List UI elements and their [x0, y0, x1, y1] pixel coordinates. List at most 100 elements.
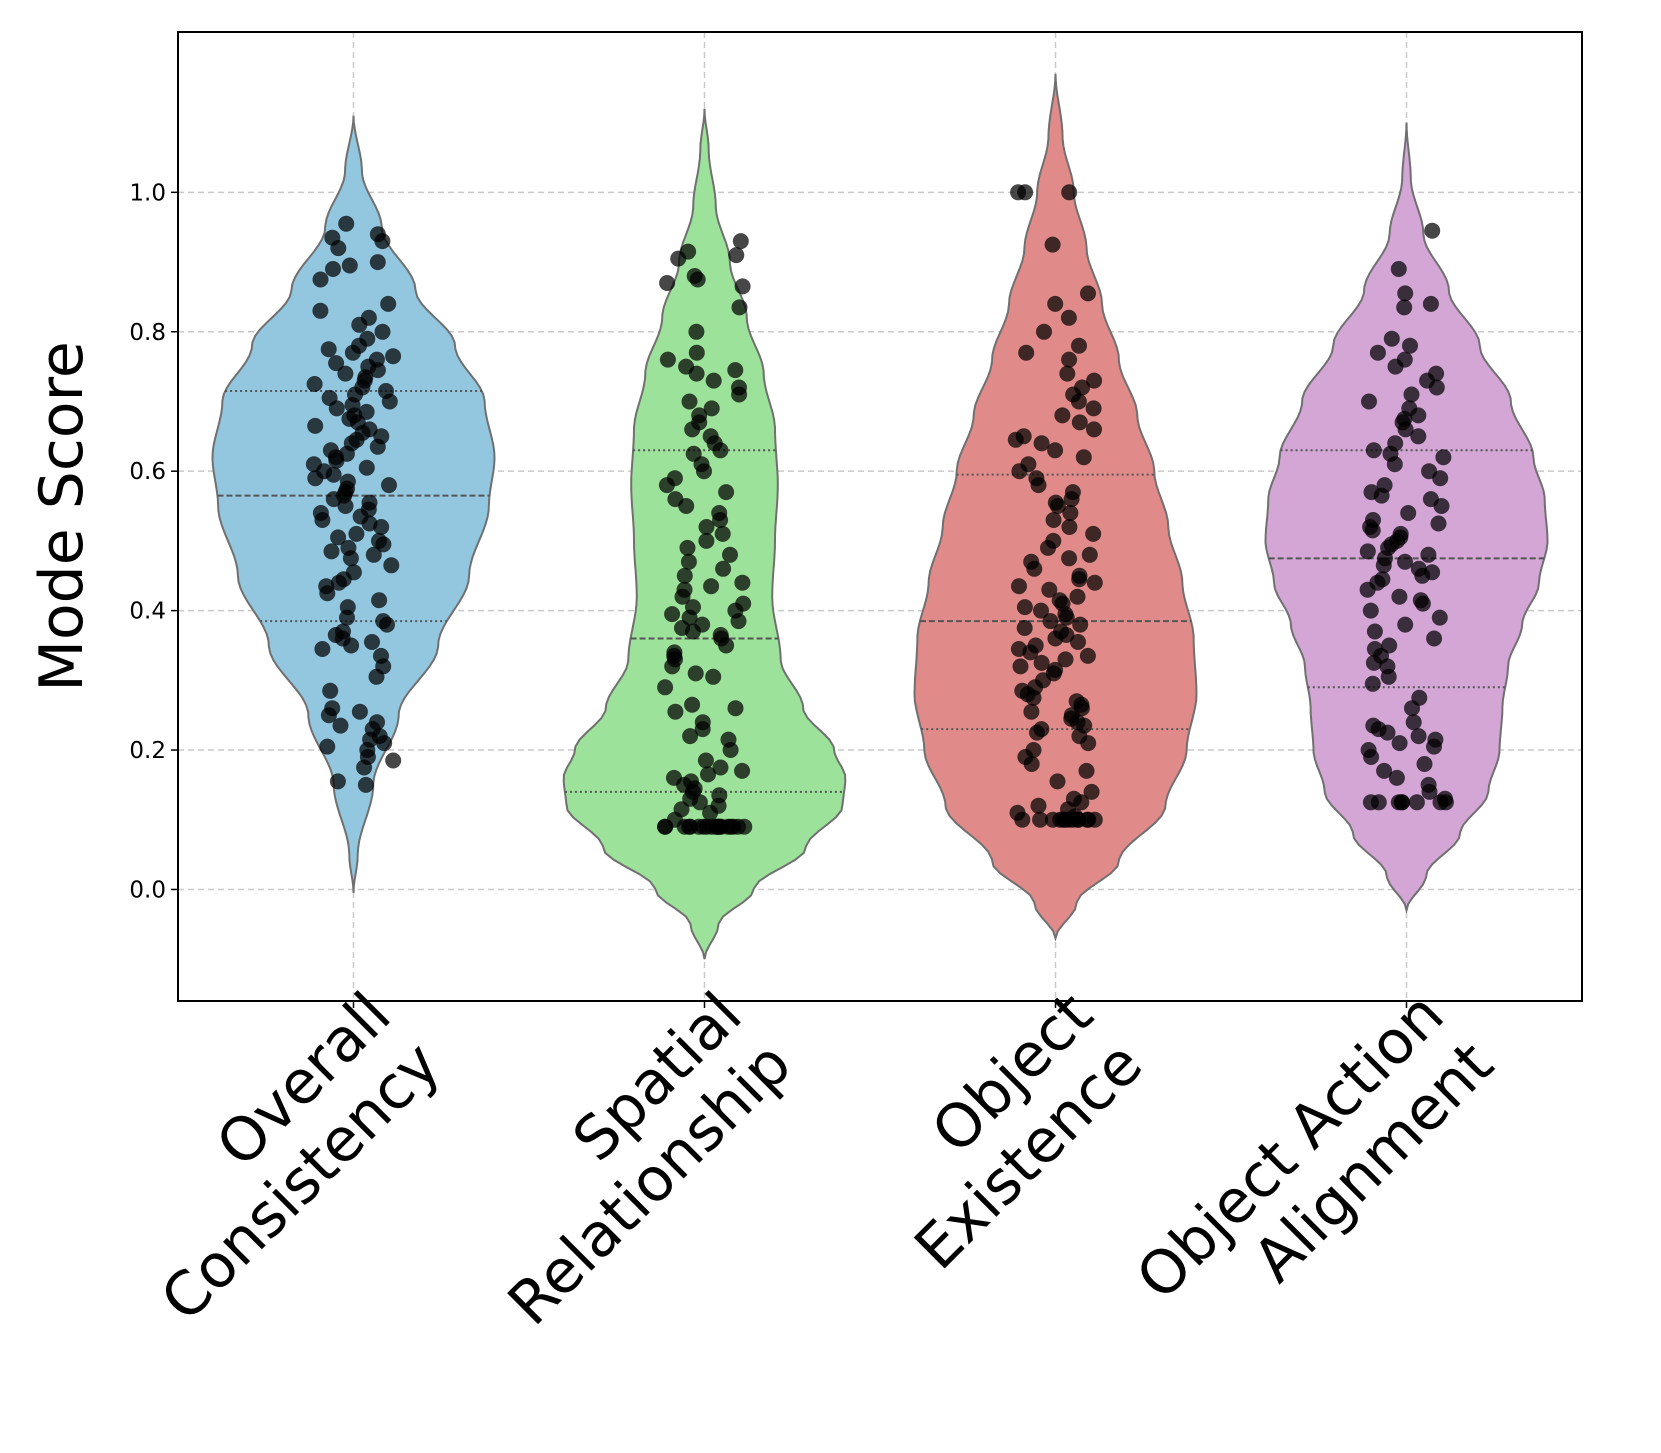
- data-point: [688, 344, 705, 361]
- data-point: [1061, 519, 1078, 535]
- data-point: [1426, 630, 1443, 647]
- data-point: [664, 606, 681, 623]
- data-point: [1410, 728, 1427, 745]
- data-point: [666, 769, 682, 786]
- data-point: [718, 484, 735, 501]
- data-point: [727, 700, 744, 717]
- data-point: [731, 379, 747, 396]
- data-point: [1016, 599, 1033, 616]
- data-point: [700, 766, 716, 783]
- data-point: [322, 442, 339, 459]
- data-point: [735, 595, 752, 612]
- data-point: [1033, 435, 1050, 452]
- data-point: [685, 445, 702, 462]
- data-point: [1023, 703, 1040, 720]
- data-point: [1361, 393, 1377, 410]
- data-point: [1064, 484, 1081, 501]
- data-point: [1410, 560, 1427, 577]
- data-point: [697, 752, 714, 769]
- data-point: [666, 470, 683, 487]
- data-point: [1016, 620, 1033, 636]
- data-point: [1033, 721, 1050, 738]
- x-tick-label-overall_consistency: OverallConsistency: [98, 979, 454, 1335]
- data-point: [1071, 567, 1088, 584]
- data-point: [369, 714, 385, 731]
- data-point: [1068, 693, 1085, 710]
- data-point: [378, 383, 394, 399]
- data-point: [680, 553, 697, 570]
- data-point: [314, 641, 331, 657]
- data-point: [329, 773, 346, 790]
- y-axis-label: Mode Score: [27, 341, 97, 692]
- data-point: [657, 679, 674, 696]
- data-point: [1388, 769, 1405, 786]
- data-point: [1012, 658, 1029, 675]
- data-point: [1362, 794, 1379, 811]
- data-point: [337, 365, 354, 382]
- data-point: [1074, 379, 1091, 396]
- data-point: [676, 581, 693, 598]
- data-point: [1009, 804, 1026, 821]
- data-point: [360, 309, 377, 326]
- data-point: [1403, 386, 1420, 403]
- data-point: [1374, 571, 1391, 588]
- data-point: [679, 539, 696, 556]
- data-point: [1014, 682, 1031, 699]
- data-point: [1412, 592, 1429, 609]
- data-point: [1381, 637, 1398, 654]
- x-tick-label-object_action_alignment: Object ActionAlignment: [1123, 979, 1507, 1363]
- data-point: [683, 773, 699, 790]
- data-point: [1061, 351, 1078, 368]
- data-point: [321, 390, 338, 406]
- data-point: [1071, 337, 1087, 354]
- data-point: [1061, 184, 1078, 201]
- data-point: [1080, 811, 1097, 828]
- y-tick-label: 0.6: [129, 459, 166, 485]
- data-point: [1081, 546, 1098, 563]
- data-point: [1069, 588, 1086, 605]
- data-point: [659, 351, 676, 368]
- data-point: [714, 525, 731, 542]
- data-point: [328, 355, 345, 372]
- data-point: [351, 703, 368, 720]
- x-axis: OverallConsistency SpatialRelationship Obj…: [98, 979, 1507, 1363]
- data-point: [339, 473, 356, 490]
- data-point: [1437, 790, 1453, 807]
- data-point: [1365, 512, 1381, 528]
- data-point: [1424, 564, 1441, 581]
- data-point: [1045, 512, 1062, 528]
- data-point: [358, 403, 375, 420]
- data-point: [357, 776, 374, 793]
- data-point: [1420, 776, 1437, 793]
- data-point: [659, 275, 676, 291]
- data-point: [1032, 811, 1049, 828]
- data-point: [381, 477, 397, 494]
- data-point: [371, 592, 388, 609]
- data-point: [1059, 365, 1076, 382]
- data-point: [1015, 428, 1032, 445]
- data-point: [667, 703, 684, 720]
- data-point: [676, 567, 693, 584]
- y-tick-label: 0.2: [129, 738, 166, 764]
- data-point: [1049, 773, 1066, 790]
- violins: [211, 73, 1549, 960]
- data-point: [1044, 236, 1061, 253]
- data-point: [383, 557, 400, 574]
- data-point: [1365, 442, 1382, 459]
- data-point: [307, 417, 324, 434]
- data-point: [698, 532, 715, 549]
- data-point: [1424, 222, 1441, 239]
- data-point: [364, 634, 380, 650]
- data-point: [305, 456, 322, 473]
- data-point: [1053, 623, 1070, 640]
- data-point: [1366, 623, 1383, 640]
- data-point: [1054, 407, 1071, 424]
- data-point: [324, 700, 341, 717]
- data-point: [678, 358, 695, 375]
- data-point: [1041, 581, 1058, 598]
- data-point: [319, 738, 336, 755]
- data-point: [731, 299, 748, 316]
- data-point: [1086, 421, 1102, 438]
- data-point: [371, 532, 387, 549]
- data-point: [1028, 470, 1045, 487]
